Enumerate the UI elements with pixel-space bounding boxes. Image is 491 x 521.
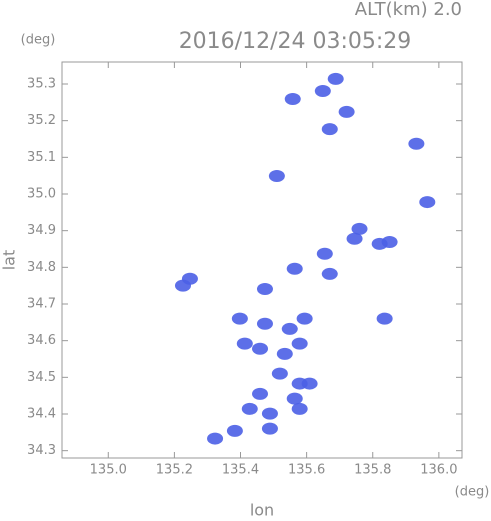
radar-echo <box>286 392 303 405</box>
radar-echo <box>174 279 191 292</box>
y-tick-label: 34.6 <box>27 333 56 348</box>
y-tick-label: 35.1 <box>27 150 56 165</box>
y-tick-label: 35.0 <box>27 187 56 202</box>
radar-echo <box>276 347 293 360</box>
chart-title: 2016/12/24 03:05:29 <box>179 29 412 54</box>
radar-echo <box>231 312 248 325</box>
y-tick-label: 34.3 <box>27 443 56 458</box>
radar-echo <box>256 317 273 330</box>
radar-echo <box>256 282 273 295</box>
y-tick-label: 34.5 <box>27 370 56 385</box>
radar-echo <box>376 312 393 325</box>
x-tick-label: 135.8 <box>354 463 391 478</box>
radar-echo <box>338 105 355 118</box>
x-tick-label: 136.0 <box>420 463 457 478</box>
y-tick-label: 34.4 <box>27 407 56 422</box>
radar-echo <box>351 222 368 235</box>
radar-echo <box>321 267 338 280</box>
radar-echo <box>291 337 308 350</box>
radar-echo <box>281 322 298 335</box>
y-tick-label: 34.8 <box>27 260 56 275</box>
radar-echo <box>346 232 363 245</box>
x-axis-label: lon <box>250 501 274 520</box>
radar-echo <box>419 196 436 209</box>
x-tick-label: 135.0 <box>90 463 127 478</box>
radar-echo <box>284 93 301 106</box>
x-unit: (deg) <box>455 485 490 500</box>
radar-echo <box>301 377 318 390</box>
radar-echo <box>261 422 278 435</box>
plot-frame <box>61 61 463 459</box>
radar-echo <box>286 262 303 275</box>
radar-echo <box>236 337 253 350</box>
x-tick-label: 135.2 <box>156 463 193 478</box>
radar-echo <box>314 84 331 97</box>
y-tick-label: 34.9 <box>27 223 56 238</box>
radar-echo <box>261 407 278 420</box>
radar-echo <box>327 72 344 85</box>
radar-echo <box>321 123 338 136</box>
radar-echo <box>252 387 269 400</box>
y-axis-label: lat <box>0 250 19 271</box>
radar-echo <box>241 402 258 415</box>
radar-echo <box>381 236 398 249</box>
radar-echo <box>268 170 285 183</box>
radar-echo <box>271 367 288 380</box>
altitude-annotation: ALT(km) 2.0 <box>355 0 462 20</box>
x-tick-label: 135.4 <box>222 463 259 478</box>
radar-echo <box>296 312 313 325</box>
radar-echo <box>408 137 425 150</box>
y-unit: (deg) <box>21 33 56 48</box>
radar-echo <box>207 432 224 445</box>
y-tick-label: 34.7 <box>27 297 56 312</box>
radar-echo <box>316 247 333 260</box>
x-tick-label: 135.6 <box>288 463 325 478</box>
y-tick-label: 35.2 <box>27 113 56 128</box>
radar-echo <box>291 402 308 415</box>
radar-echo <box>252 342 269 355</box>
radar-echo <box>226 424 243 437</box>
y-tick-label: 35.3 <box>27 77 56 92</box>
